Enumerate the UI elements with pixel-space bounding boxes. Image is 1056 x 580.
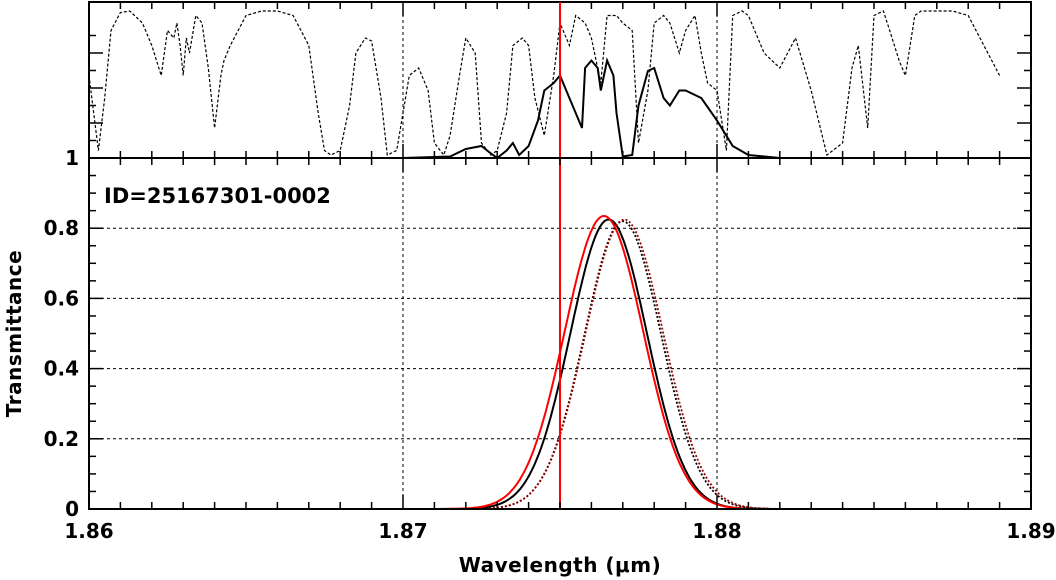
x-tick-labels: 1.86 1.87 1.88 1.89 bbox=[64, 519, 1055, 543]
atmospheric-transmission-curve bbox=[88, 10, 1001, 157]
top-panel-y-tick-label: 1 bbox=[65, 146, 79, 170]
filter-id-label: ID=25167301-0002 bbox=[104, 184, 331, 208]
x-axis-title: Wavelength (μm) bbox=[459, 553, 662, 577]
bottom-panel-frame bbox=[88, 157, 1032, 510]
bottom-panel-ticks bbox=[88, 157, 1032, 510]
filter-throughput-curve bbox=[402, 57, 780, 160]
x-tick-label: 1.87 bbox=[378, 519, 427, 543]
y-tick-label: 0.2 bbox=[44, 427, 79, 451]
top-panel: 1 bbox=[65, 1, 1032, 170]
top-panel-series bbox=[88, 10, 1001, 160]
x-tick-label: 1.89 bbox=[1006, 519, 1055, 543]
x-tick-label: 1.88 bbox=[692, 519, 741, 543]
y-tick-label: 0 bbox=[65, 497, 79, 521]
y-tick-label: 0.6 bbox=[44, 286, 79, 310]
y-axis-title: Transmittance bbox=[2, 250, 26, 417]
top-panel-ticks bbox=[88, 2, 1032, 159]
y-tick-label: 0.4 bbox=[44, 357, 79, 381]
x-tick-label: 1.86 bbox=[64, 519, 113, 543]
top-panel-gridlines bbox=[402, 2, 718, 158]
y-tick-labels: 0 0.2 0.4 0.6 0.8 bbox=[44, 216, 79, 521]
y-tick-label: 0.8 bbox=[44, 216, 79, 240]
